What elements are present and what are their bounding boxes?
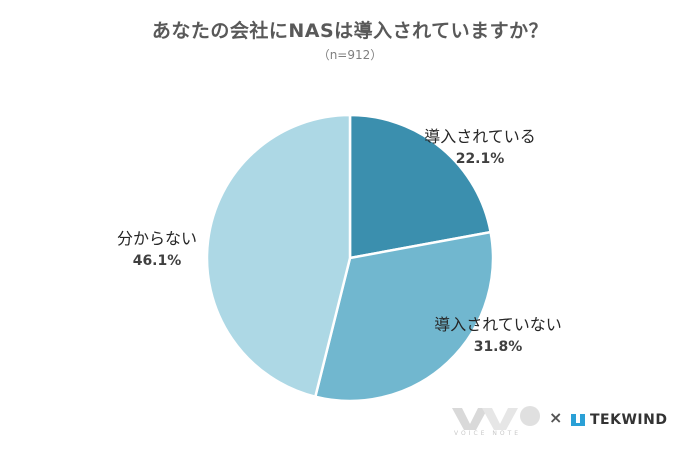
slice-label-2: 導入されていない <box>434 315 562 334</box>
tekwind-mark-icon <box>571 414 585 426</box>
chart-subtitle: （n=912） <box>317 48 383 62</box>
voicenote-logo-text: VOICE NOTE <box>454 430 522 437</box>
pie-slice-1 <box>348 113 492 260</box>
times-separator: × <box>549 408 563 427</box>
slice-value-3: 46.1% <box>133 253 182 269</box>
footer-logos: VOICE NOTE × TEKWIND <box>450 402 690 442</box>
pie-slice-2 <box>314 230 495 403</box>
chart-title: あなたの会社にNASは導入されていますか？ <box>151 20 549 42</box>
slice-value-2: 31.8% <box>474 339 523 355</box>
slice-label-3: 分からない <box>117 229 197 248</box>
slice-label-1: 導入されている <box>424 127 536 146</box>
slice-value-1: 22.1% <box>456 151 505 167</box>
tekwind-logo-text: TEKWIND <box>590 412 668 428</box>
voicenote-logo: VOICE NOTE <box>450 402 542 442</box>
tekwind-logo: TEKWIND <box>570 410 667 430</box>
pie-slice-3 <box>205 113 352 398</box>
